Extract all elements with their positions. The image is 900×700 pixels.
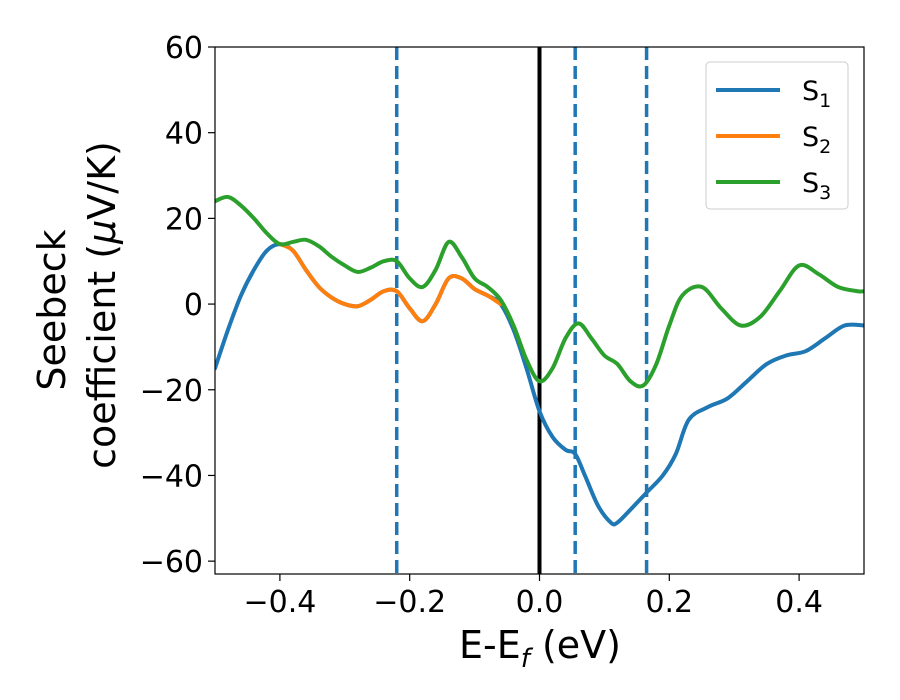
x-tick-label: 0.4 (775, 585, 823, 620)
y-axis-label-mu: μ (80, 220, 124, 245)
legend: S1 S2 S3 (705, 61, 849, 210)
y-tick-label: −20 (140, 374, 203, 409)
series-line-s3 (215, 194, 864, 389)
y-tick-label: 0 (184, 288, 203, 323)
x-tick-label: −0.4 (243, 585, 316, 620)
legend-label-s2: S2 (802, 122, 831, 158)
x-axis-label-main: E-E (459, 623, 521, 667)
series-lines (215, 194, 864, 527)
y-tick-label: 20 (165, 202, 203, 237)
y-tick-label: 60 (165, 31, 203, 66)
y-axis-label-line1: Seebeck (30, 229, 74, 390)
y-tick-label: −60 (140, 545, 203, 580)
y-axis-label-unit: V/K) (80, 141, 124, 220)
legend-label-s3: S3 (802, 168, 831, 204)
x-tick-label: −0.2 (373, 585, 446, 620)
reference-lines (394, 47, 649, 574)
y-axis-label-text: coefficient ( (80, 244, 124, 469)
legend-label-s1: S1 (802, 76, 831, 112)
x-tick-label: 0.0 (516, 585, 564, 620)
legend-entries: S1 S2 S3 (716, 76, 831, 204)
x-axis-label-unit: (eV) (530, 623, 621, 667)
series-line-s2 (277, 242, 503, 324)
y-axis-label-line2: coefficient (μV/K) (80, 141, 124, 469)
axis-ticks: −0.4 −0.2 0.0 0.2 0.4 60 40 20 0 −20 −40 −60 (140, 31, 823, 620)
x-tick-label: 0.2 (645, 585, 693, 620)
x-axis-label: E-Ef (eV) (459, 623, 621, 674)
y-tick-label: 40 (165, 117, 203, 152)
y-tick-label: −40 (140, 459, 203, 494)
